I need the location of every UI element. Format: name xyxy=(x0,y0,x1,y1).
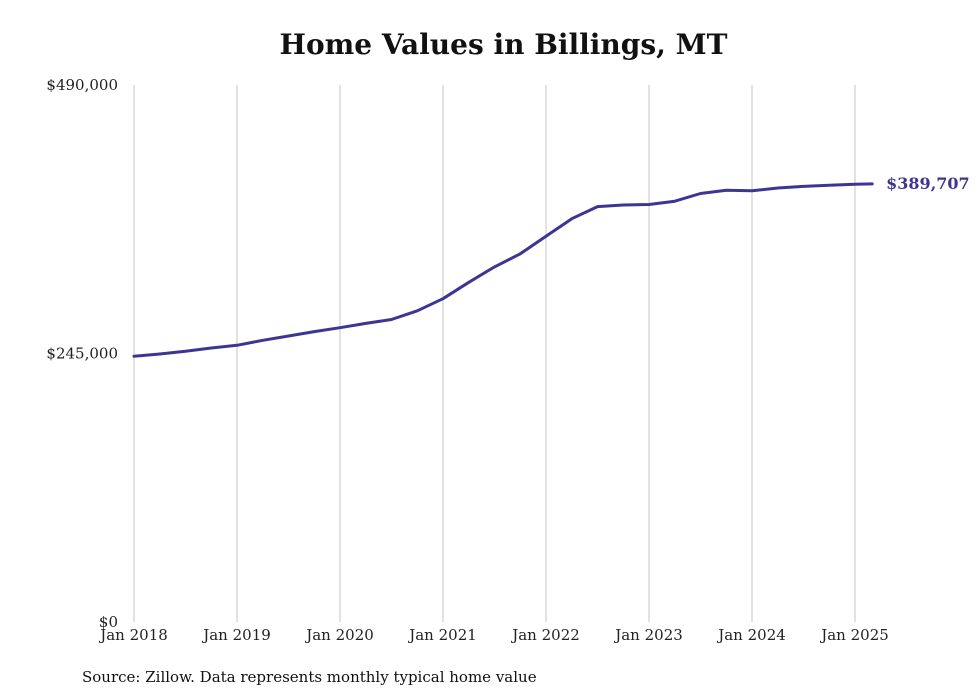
x-tick-label-7: Jan 2025 xyxy=(819,626,889,644)
y-tick-label-0: $0 xyxy=(99,613,118,631)
vertical-gridlines xyxy=(133,85,856,622)
y-tick-label-2: $490,000 xyxy=(46,76,118,94)
source-note: Source: Zillow. Data represents monthly … xyxy=(82,668,537,686)
y-tick-label-1: $245,000 xyxy=(46,345,118,363)
y-axis-tick-labels: $0 $245,000 $490,000 xyxy=(46,76,118,631)
x-tick-label-4: Jan 2022 xyxy=(510,626,580,644)
end-value-label: $389,707 xyxy=(886,174,970,193)
x-tick-label-6: Jan 2024 xyxy=(716,626,786,644)
series-group xyxy=(132,182,874,358)
chart-title: Home Values in Billings, MT xyxy=(279,28,728,61)
x-tick-label-0: Jan 2018 xyxy=(98,626,168,644)
x-tick-label-1: Jan 2019 xyxy=(201,626,271,644)
x-tick-label-2: Jan 2020 xyxy=(304,626,374,644)
x-axis-tick-labels: Jan 2018 Jan 2019 Jan 2020 Jan 2021 Jan 2022… xyxy=(98,626,889,644)
series-line-0 xyxy=(132,182,874,358)
x-tick-label-5: Jan 2023 xyxy=(613,626,683,644)
x-tick-label-3: Jan 2021 xyxy=(407,626,477,644)
